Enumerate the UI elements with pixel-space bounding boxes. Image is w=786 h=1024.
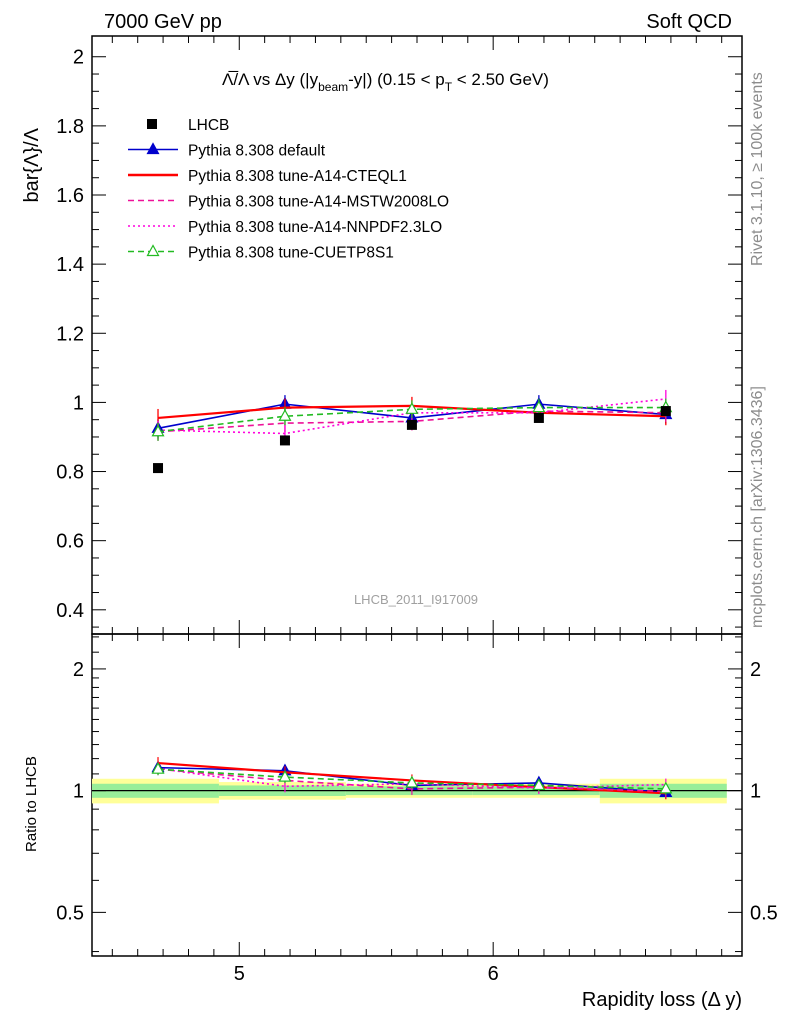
plot-title-end: < 2.50 GeV) [452, 70, 549, 89]
main-y-tick-label: 2 [73, 47, 84, 69]
main-y-tick-label: 1.8 [56, 116, 84, 138]
legend-marker-data [147, 119, 157, 129]
main-y-tick-label: 0.4 [56, 600, 84, 622]
main-y-axis-label: bar{Λ}/Λ [21, 127, 43, 202]
main-y-tick-label: 0.8 [56, 462, 84, 484]
plot-title-sub-t: T [445, 80, 453, 94]
data-point [153, 463, 164, 474]
data-point [279, 435, 290, 446]
plot-title-sub-beam: beam [318, 80, 348, 94]
ratio-series-point [405, 775, 419, 788]
data-point [660, 406, 671, 417]
main-y-tick-label: 1.6 [56, 185, 84, 207]
ratio-y-tick-label: 0.5 [56, 902, 84, 924]
ratio-y-tick-label-right: 1 [750, 781, 761, 803]
main-y-tick-label: 1.4 [56, 254, 84, 276]
main-y-tick-label: 1.2 [56, 323, 84, 345]
legend-label-2: Pythia 8.308 tune-A14-MSTW2008LO [188, 194, 449, 211]
ratio-y-tick-label: 2 [73, 659, 84, 681]
ratio-series-point [278, 769, 292, 782]
main-series-point [151, 424, 165, 437]
ratio-series-layer [151, 757, 673, 800]
ratio-x-tick-label: 6 [488, 963, 499, 985]
ratio-y-tick-label-right: 0.5 [750, 902, 778, 924]
ratio-y-axis-label: Ratio to LHCB [23, 756, 40, 852]
legend-label-data: LHCB [188, 117, 229, 134]
plot-title: Λ̅/Λ vs Δy (|ybeam-y|) (0.15 < pT < 2.50… [222, 70, 549, 94]
legend-marker-0 [146, 142, 160, 155]
ratio-series-point [151, 761, 165, 774]
main-y-tick-label: 1 [73, 392, 84, 414]
legend-marker-4 [146, 244, 160, 257]
legend-label-4: Pythia 8.308 tune-CUETP8S1 [188, 245, 394, 262]
header-left-label: 7000 GeV pp [104, 11, 222, 33]
legend-label-0: Pythia 8.308 default [188, 143, 326, 160]
ratio-axis-ticks: 5 6 0.5 0.5 1 1 2 2 [56, 634, 778, 985]
plot-title-main: Λ̅/Λ vs Δy (|y [222, 70, 319, 89]
analysis-watermark: LHCB_2011_I917009 [354, 592, 478, 607]
mcplots-site-label: mcplots.cern.ch [arXiv:1306.3436] [749, 386, 766, 628]
data-point [406, 419, 417, 430]
main-series-layer [151, 389, 673, 474]
main-series-point [532, 400, 546, 413]
legend-label-1: Pythia 8.308 tune-A14-CTEQL1 [188, 168, 407, 185]
header-right-label: Soft QCD [646, 11, 732, 33]
main-series-point [278, 408, 292, 421]
ratio-x-tick-label: 5 [234, 963, 245, 985]
ratio-y-tick-label: 1 [73, 781, 84, 803]
ratio-y-tick-label-right: 2 [750, 659, 761, 681]
plot-title-mid: -y|) (0.15 < p [348, 70, 445, 89]
data-point [533, 412, 544, 423]
ratio-series-point [532, 778, 546, 791]
ratio-series-point [659, 781, 673, 794]
main-y-tick-label: 0.6 [56, 531, 84, 553]
main-series-point [405, 402, 419, 414]
x-axis-label: Rapidity loss (Δ y) [582, 989, 742, 1011]
rivet-version-label: Rivet 3.1.10, ≥ 100k events [749, 72, 766, 266]
legend-label-3: Pythia 8.308 tune-A14-NNPDF2.3LO [188, 219, 442, 236]
main-axis-ticks: 0.4 0.6 0.8 1 1.2 1.4 1.6 1.8 2 [56, 36, 742, 634]
legend: LHCB Pythia 8.308 default Pythia 8.308 tun… [128, 117, 449, 262]
